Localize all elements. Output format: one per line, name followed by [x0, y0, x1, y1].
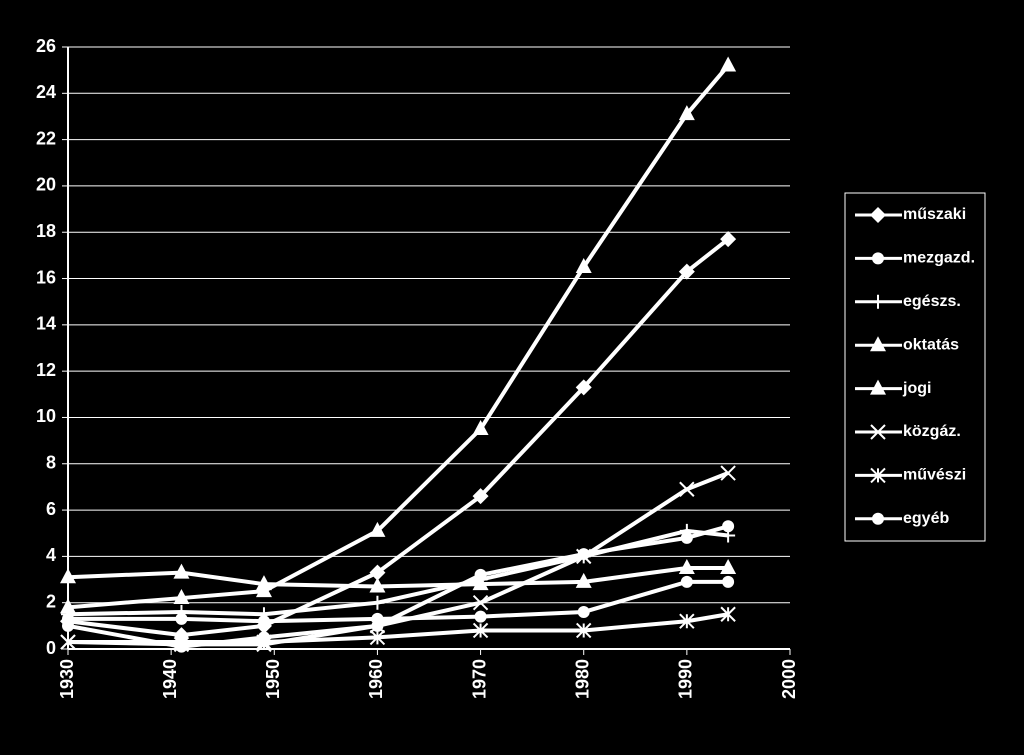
legend-label: jogi: [902, 380, 931, 397]
y-tick-label: 0: [46, 638, 56, 658]
marker: [369, 577, 386, 593]
marker: [472, 622, 489, 639]
marker: [722, 575, 735, 588]
marker: [720, 558, 737, 574]
y-tick-label: 12: [36, 360, 56, 380]
marker: [370, 595, 385, 610]
marker: [255, 575, 272, 591]
y-tick-label: 8: [46, 453, 56, 473]
marker: [173, 634, 190, 650]
y-tick-label: 4: [46, 545, 56, 565]
legend-label: műszaki: [903, 206, 966, 223]
y-tick-label: 22: [36, 128, 56, 148]
series-line: [67, 64, 730, 610]
marker: [721, 528, 736, 543]
legend-label: oktatás: [903, 336, 959, 353]
marker: [679, 613, 695, 629]
y-tick-label: 16: [36, 267, 56, 287]
x-tick-label: 2000: [779, 659, 799, 699]
marker: [720, 231, 737, 248]
marker: [173, 563, 190, 579]
legend: műszaki mezgazd. egészs. oktatás jogi közgáz.…: [855, 206, 975, 527]
marker: [679, 523, 694, 538]
marker: [678, 263, 695, 280]
x-tick-label: 1970: [469, 659, 489, 699]
series-line: [67, 237, 730, 638]
marker: [870, 379, 886, 395]
marker: [720, 56, 737, 72]
marker: [60, 598, 76, 614]
marker: [60, 568, 76, 584]
series-line: [67, 471, 729, 647]
legend-label: mezgazd.: [903, 250, 975, 267]
marker: [369, 564, 386, 581]
marker: [575, 257, 592, 273]
marker: [870, 424, 886, 440]
legend-label: egyéb: [903, 510, 949, 527]
marker: [474, 610, 487, 623]
x-tick-label: 1940: [160, 659, 180, 699]
marker: [371, 612, 384, 625]
y-tick-label: 26: [36, 36, 56, 56]
y-tick-label: 18: [36, 221, 56, 241]
marker: [575, 379, 592, 396]
legend-box: [844, 192, 986, 542]
marker: [472, 488, 489, 505]
series-line: [68, 579, 729, 624]
x-tick-label: 1950: [263, 659, 283, 699]
series-line: [68, 612, 729, 645]
x-tick-label: 1930: [57, 659, 77, 699]
marker: [870, 207, 886, 223]
x-tick-label: 1960: [366, 659, 386, 699]
marker: [720, 606, 736, 622]
marker: [256, 634, 272, 650]
marker: [472, 594, 489, 611]
marker: [872, 252, 884, 265]
y-tick-label: 6: [46, 499, 56, 519]
marker: [720, 465, 736, 481]
marker: [257, 615, 270, 628]
marker: [872, 512, 884, 525]
marker: [678, 558, 695, 574]
marker: [369, 629, 386, 646]
marker: [60, 634, 76, 650]
legend-label: közgáz.: [903, 423, 961, 440]
marker: [576, 548, 592, 565]
marker: [575, 572, 592, 588]
y-tick-label: 2: [46, 591, 56, 611]
marker: [472, 575, 489, 591]
y-tick-label: 24: [36, 82, 56, 102]
marker: [870, 467, 886, 484]
x-tick-label: 1990: [676, 659, 696, 699]
y-tick-label: 14: [36, 314, 56, 334]
series-line: [67, 565, 729, 589]
marker: [678, 105, 695, 121]
marker: [576, 622, 592, 639]
marker: [871, 294, 885, 309]
x-tick-label: 1980: [572, 659, 592, 699]
series-line: [67, 528, 729, 617]
marker: [722, 520, 735, 533]
y-tick-label: 20: [36, 175, 56, 195]
marker: [62, 612, 74, 625]
legend-label: egészs.: [903, 293, 961, 310]
marker: [680, 575, 693, 588]
marker: [870, 336, 886, 352]
marker: [679, 481, 695, 497]
marker: [173, 589, 190, 605]
y-tick-label: 10: [36, 406, 56, 426]
marker: [577, 605, 590, 618]
marker: [472, 420, 489, 436]
marker: [175, 612, 188, 625]
marker: [369, 521, 386, 537]
legend-label: művészi: [903, 467, 966, 484]
